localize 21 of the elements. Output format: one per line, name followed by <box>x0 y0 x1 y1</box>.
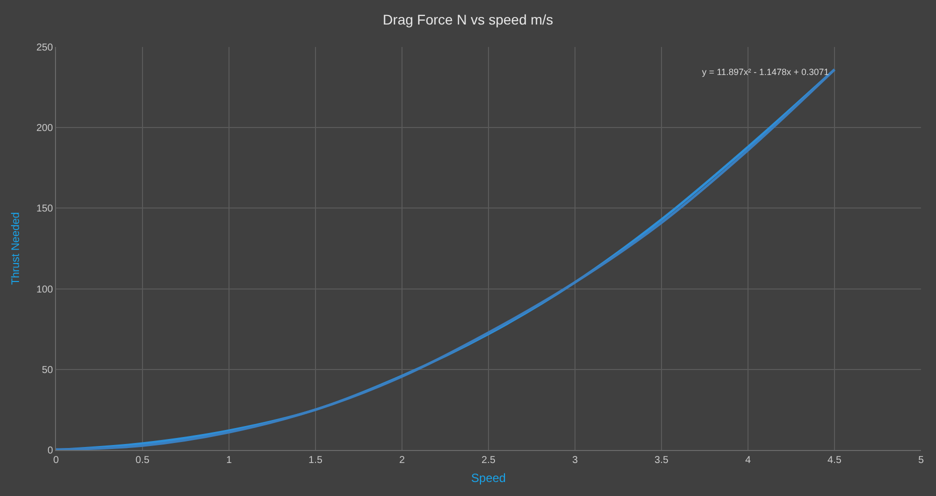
x-tick-label: 5 <box>918 455 924 466</box>
annotation: y = 11.897x² - 1.1478x + 0.3071 <box>702 67 829 77</box>
y-tick-label: 100 <box>36 284 54 296</box>
line-series <box>56 68 836 450</box>
y-tick-label: 0 <box>47 446 54 456</box>
x-tick-label: 1.5 <box>308 455 323 466</box>
y-tick-label: 50 <box>42 364 54 376</box>
x-axis-title: Speed <box>471 470 506 485</box>
x-tick-label: 4 <box>745 455 752 466</box>
x-tick-label: 2.5 <box>482 455 496 466</box>
x-tick-label: 3.5 <box>654 455 669 466</box>
x-tick-label: 3 <box>572 455 578 466</box>
x-tick-label: 1 <box>226 455 232 466</box>
x-tick-label: 2 <box>399 455 406 466</box>
y-tick-label: 150 <box>36 204 54 215</box>
chart-title: Drag Force N vs speed m/s <box>382 12 554 28</box>
y-tick-label: 250 <box>36 42 54 54</box>
x-tick-label: 0.5 <box>136 455 150 466</box>
x-tick-label: 4.5 <box>828 455 842 466</box>
y-tick-label: 200 <box>36 123 54 134</box>
y-axis-title: Thrust Needed <box>10 212 22 285</box>
